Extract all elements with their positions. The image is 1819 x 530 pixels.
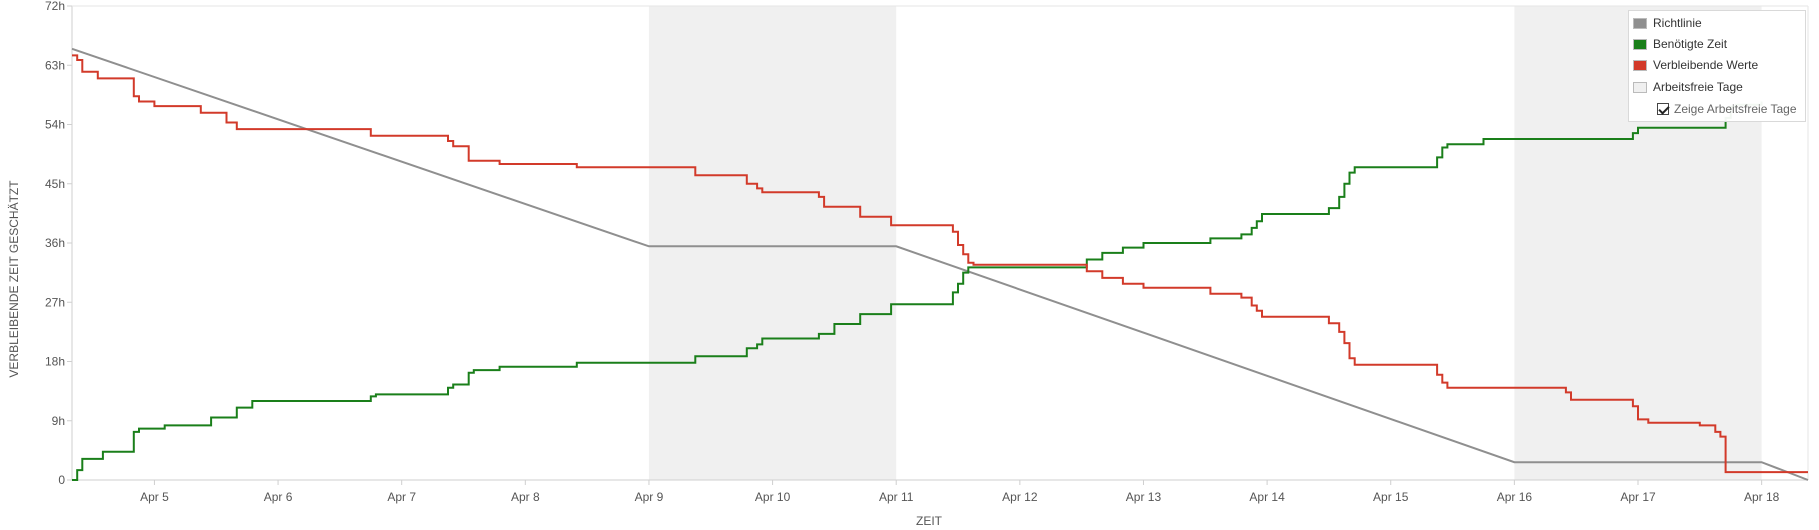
x-tick-label: Apr 18 bbox=[1744, 490, 1780, 504]
legend-swatch bbox=[1633, 59, 1647, 71]
legend-swatch bbox=[1633, 38, 1647, 50]
x-tick-label: Apr 17 bbox=[1620, 490, 1656, 504]
checkbox-icon[interactable] bbox=[1657, 103, 1669, 115]
legend-label: Benötigte Zeit bbox=[1653, 37, 1728, 51]
y-tick-label: 27h bbox=[45, 295, 65, 309]
x-tick-label: Apr 15 bbox=[1373, 490, 1409, 504]
x-tick-label: Apr 16 bbox=[1497, 490, 1533, 504]
legend-label: Verbleibende Werte bbox=[1653, 58, 1759, 72]
legend-item-verbleibende-werte[interactable]: Verbleibende Werte bbox=[1633, 56, 1758, 74]
y-tick-label: 36h bbox=[45, 236, 65, 250]
y-tick-label: 9h bbox=[52, 414, 65, 428]
legend-item-arbeitsfreie-tage[interactable]: Arbeitsfreie Tage bbox=[1633, 78, 1743, 96]
x-tick-label: Apr 5 bbox=[140, 490, 169, 504]
x-tick-label: Apr 12 bbox=[1002, 490, 1038, 504]
y-axis-title: VERBLEIBENDE ZEIT GESCHÄTZT bbox=[7, 180, 21, 378]
x-tick-label: Apr 11 bbox=[879, 490, 914, 504]
y-tick-label: 63h bbox=[45, 58, 65, 72]
y-tick-label: 0 bbox=[58, 473, 65, 487]
series-line-ben-tigte-zeit bbox=[72, 101, 1763, 481]
chart-legend: Richtlinie Benötigte Zeit Verbleibende W… bbox=[1628, 10, 1806, 122]
x-tick-label: Apr 10 bbox=[755, 490, 791, 504]
legend-label: Arbeitsfreie Tage bbox=[1653, 80, 1743, 94]
legend-swatch bbox=[1633, 81, 1647, 93]
chart-axes: 0 9h 18h 27h 36h 45h 54h 63h 72h Apr 5 Apr 6 Apr 7 A… bbox=[45, 0, 1809, 504]
show-non-working-days-toggle[interactable]: Zeige Arbeitsfreie Tage bbox=[1657, 102, 1797, 116]
legend-label: Richtlinie bbox=[1653, 16, 1702, 30]
x-tick-label: Apr 8 bbox=[511, 490, 540, 504]
x-tick-label: Apr 14 bbox=[1249, 490, 1285, 504]
series-line-verbleibende-werte bbox=[72, 54, 1808, 474]
series-line-richtlinie bbox=[71, 47, 1809, 481]
legend-item-richtlinie[interactable]: Richtlinie bbox=[1633, 14, 1702, 32]
x-tick-label: Apr 13 bbox=[1126, 490, 1162, 504]
x-tick-label: Apr 9 bbox=[635, 490, 664, 504]
toggle-label: Zeige Arbeitsfreie Tage bbox=[1674, 102, 1797, 116]
y-tick-label: 45h bbox=[45, 177, 65, 191]
x-tick-label: Apr 6 bbox=[264, 490, 293, 504]
legend-item-benoetigte-zeit[interactable]: Benötigte Zeit bbox=[1633, 35, 1727, 53]
non-working-day-band bbox=[648, 6, 897, 480]
y-tick-label: 72h bbox=[45, 0, 65, 13]
x-tick-label: Apr 7 bbox=[387, 490, 416, 504]
x-axis-title: ZEIT bbox=[916, 514, 943, 528]
y-tick-label: 18h bbox=[45, 355, 65, 369]
legend-swatch bbox=[1633, 17, 1647, 29]
y-tick-label: 54h bbox=[45, 118, 65, 132]
chart-series-lines bbox=[71, 47, 1809, 481]
